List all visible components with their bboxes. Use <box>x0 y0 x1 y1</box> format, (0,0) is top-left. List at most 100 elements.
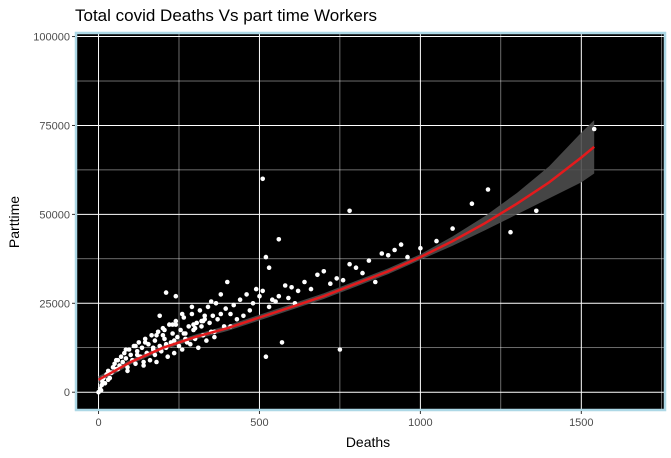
data-point <box>321 269 327 274</box>
data-point <box>534 208 539 214</box>
y-axis-title: Parttime <box>6 196 22 248</box>
data-point <box>118 354 124 360</box>
data-point <box>175 334 180 340</box>
data-point <box>228 311 233 317</box>
x-tick-label: 500 <box>250 417 268 429</box>
data-point <box>237 297 243 303</box>
data-point <box>134 352 140 358</box>
data-point <box>123 347 129 352</box>
gridlines <box>76 33 665 410</box>
data-point <box>136 340 142 345</box>
x-axis-title: Deaths <box>346 434 390 450</box>
data-point <box>334 276 340 281</box>
data-point <box>257 293 262 299</box>
data-point <box>154 359 159 365</box>
data-point <box>485 187 491 192</box>
data-point <box>347 208 352 214</box>
data-point <box>204 338 209 343</box>
data-point <box>171 350 177 356</box>
data-point <box>125 365 130 370</box>
data-point <box>199 324 204 329</box>
data-point <box>162 327 167 333</box>
data-point <box>276 237 282 242</box>
y-tick-label: 25000 <box>39 298 70 310</box>
data-point <box>181 331 187 336</box>
data-point <box>155 329 161 335</box>
data-point <box>179 347 185 352</box>
data-point <box>405 254 410 260</box>
data-point <box>260 176 266 182</box>
data-point <box>253 286 259 292</box>
data-point <box>181 315 187 320</box>
data-point <box>133 361 138 367</box>
data-point <box>105 377 111 383</box>
data-point <box>171 338 177 343</box>
x-tick-label: 1500 <box>569 417 593 429</box>
data-point <box>366 258 372 263</box>
data-point <box>469 201 475 206</box>
data-point <box>191 322 196 327</box>
data-point <box>398 242 404 247</box>
data-point <box>308 286 314 292</box>
data-point <box>434 238 439 244</box>
data-point <box>205 304 211 310</box>
y-tick-label: 50000 <box>39 209 70 221</box>
data-point <box>295 288 301 294</box>
data-point <box>197 308 203 313</box>
data-point <box>260 288 266 294</box>
data-point <box>266 304 272 310</box>
data-point <box>225 279 230 285</box>
data-point <box>142 336 148 342</box>
data-point <box>218 311 224 317</box>
data-point <box>112 361 117 367</box>
data-point <box>149 333 154 338</box>
data-point <box>241 313 246 319</box>
data-point <box>196 345 201 351</box>
data-point <box>223 306 228 311</box>
data-point <box>128 352 133 358</box>
data-point <box>154 333 159 338</box>
y-tick-label: 75000 <box>39 120 70 132</box>
data-point <box>139 345 145 351</box>
data-point <box>508 229 513 235</box>
data-point <box>282 283 288 288</box>
data-point <box>176 343 182 349</box>
data-point <box>126 347 132 352</box>
data-point <box>263 254 269 260</box>
data-point <box>289 285 294 290</box>
y-tick-label: 0 <box>64 387 70 399</box>
data-point <box>173 293 179 299</box>
data-point <box>125 368 130 374</box>
data-point <box>315 272 320 278</box>
data-point <box>213 301 219 306</box>
data-point <box>276 293 282 299</box>
data-point <box>247 308 253 313</box>
data-point <box>189 304 195 310</box>
data-point <box>202 313 207 319</box>
data-point <box>302 279 307 285</box>
x-tick-label: 1000 <box>408 417 432 429</box>
data-point <box>157 343 162 349</box>
data-point <box>147 357 153 363</box>
x-axis-ticks: 0 500 1000 1500 <box>95 411 594 429</box>
data-point <box>328 281 333 287</box>
data-point <box>141 363 146 368</box>
data-point <box>360 270 365 276</box>
data-point <box>102 381 108 386</box>
data-point <box>122 350 127 356</box>
data-point <box>591 126 597 132</box>
data-point <box>173 322 179 327</box>
data-point <box>157 313 162 319</box>
plot-panel <box>76 33 665 410</box>
data-point <box>347 261 352 267</box>
data-point <box>133 343 138 349</box>
data-point <box>141 359 146 365</box>
data-point <box>188 341 193 347</box>
data-point <box>250 301 256 306</box>
data-point <box>231 302 236 308</box>
data-point <box>150 345 156 351</box>
y-axis-ticks: 0 25000 50000 75000 100000 <box>33 32 75 399</box>
data-point <box>98 388 104 393</box>
data-point <box>162 336 167 342</box>
